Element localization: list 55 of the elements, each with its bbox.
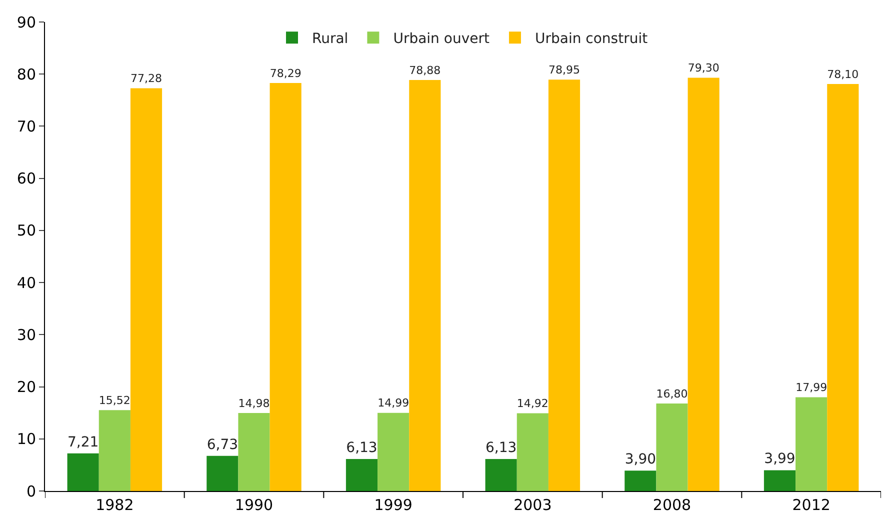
y-tick-label: 70 <box>16 117 36 136</box>
x-tick-label: 2012 <box>792 496 830 514</box>
bar <box>238 412 270 491</box>
data-label: 15,52 <box>98 394 130 407</box>
y-tick-label: 20 <box>16 378 36 396</box>
data-label: 3,90 <box>624 452 656 468</box>
x-tick-label: 1999 <box>374 496 412 514</box>
y-tick-label: 40 <box>16 274 36 292</box>
y-tick-label: 30 <box>16 326 36 344</box>
bar <box>827 84 859 491</box>
bar <box>130 88 162 491</box>
data-label: 7,21 <box>68 434 99 450</box>
y-tick-label: 60 <box>16 170 36 188</box>
bar <box>764 470 796 491</box>
bar <box>206 456 238 491</box>
y-tick-label: 50 <box>16 222 36 240</box>
bar <box>548 80 580 491</box>
bar <box>409 80 441 491</box>
y-tick-label: 90 <box>16 13 36 32</box>
data-label: 79,30 <box>688 62 720 75</box>
bar <box>796 397 828 491</box>
bar <box>67 453 99 491</box>
x-tick-label: 2008 <box>652 496 692 514</box>
data-label: 17,99 <box>796 381 828 394</box>
y-tick-label: 10 <box>16 430 36 448</box>
bar <box>656 403 688 491</box>
x-tick-label: 1990 <box>234 496 274 514</box>
data-label: 14,98 <box>238 396 270 410</box>
data-label: 6,13 <box>486 440 517 456</box>
data-label: 78,29 <box>270 66 302 80</box>
data-label: 3,99 <box>764 451 796 468</box>
data-label: 78,10 <box>827 68 859 81</box>
data-label: 77,28 <box>130 72 162 86</box>
bar <box>378 412 410 491</box>
legend-label: Rural <box>312 31 348 48</box>
bar <box>346 459 378 491</box>
bar <box>485 459 517 491</box>
bar <box>270 83 302 491</box>
bar <box>98 410 130 491</box>
y-tick-label: 0 <box>26 482 36 500</box>
data-label: 14,92 <box>516 397 548 410</box>
bar <box>624 470 656 491</box>
data-label: 6,13 <box>346 440 378 456</box>
x-tick-label: 2003 <box>514 496 552 514</box>
x-tick-label: 1982 <box>96 496 134 514</box>
data-label: 78,95 <box>548 63 580 76</box>
data-label: 16,80 <box>656 387 688 400</box>
y-tick-label: 80 <box>16 65 36 84</box>
bar <box>688 78 720 491</box>
data-label: 6,73 <box>206 436 238 453</box>
bar <box>516 413 548 491</box>
legend-label: Urbain ouvert <box>393 31 490 48</box>
data-label: 78,88 <box>409 64 441 77</box>
legend-label: Urbain construit <box>534 31 648 48</box>
data-label: 14,99 <box>378 396 410 410</box>
